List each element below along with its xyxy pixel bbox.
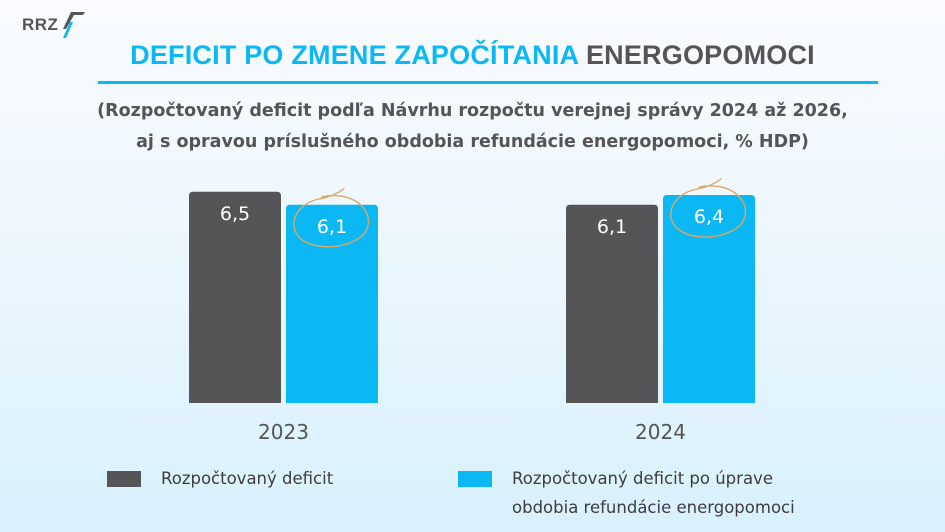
- rrz-slash-logo-icon: [63, 12, 86, 38]
- bar-value-label: 6,5: [220, 203, 250, 225]
- legend-item-adjusted: Rozpočtovaný deficit po úprave obdobia r…: [458, 464, 795, 522]
- legend-swatch-blue: [458, 471, 492, 487]
- page-title: DEFICIT PO ZMENE ZAPOČÍTANIA ENERGOPOMOC…: [0, 40, 945, 71]
- legend-item-budgeted: Rozpočtovaný deficit: [107, 464, 333, 493]
- bar-value-label: 6,1: [317, 216, 347, 238]
- category-label-2024: 2024: [635, 420, 686, 444]
- category-label-2023: 2023: [258, 420, 309, 444]
- subtitle-line-2: aj s opravou príslušného obdobia refundá…: [136, 132, 809, 152]
- legend-label: Rozpočtovaný deficit po úprave obdobia r…: [512, 464, 795, 522]
- title-rest: ENERGOPOMOCI: [585, 40, 815, 70]
- bar-2023-series-1: [189, 191, 281, 403]
- legend-label-line: Rozpočtovaný deficit: [161, 469, 334, 488]
- chart-subtitle: (Rozpočtovaný deficit podľa Návrhu rozpo…: [0, 96, 945, 158]
- title-highlight: DEFICIT PO ZMENE ZAPOČÍTANIA: [130, 40, 579, 70]
- highlight-circle: [670, 178, 747, 238]
- bar-2024-series-1: [566, 204, 658, 403]
- bar-value-label: 6,1: [597, 216, 627, 238]
- highlight-circle: [293, 188, 370, 248]
- subtitle-line-1: (Rozpočtovaný deficit podľa Návrhu rozpo…: [97, 101, 848, 121]
- bar-value-label: 6,4: [694, 206, 724, 228]
- legend-label-line: Rozpočtovaný deficit po úprave: [512, 469, 773, 488]
- legend-label-line: obdobia refundácie energopomoci: [512, 498, 795, 517]
- logo: RRZ: [22, 11, 87, 39]
- bar-2024-series-2: [663, 195, 755, 403]
- logo-text: RRZ: [22, 15, 59, 34]
- legend-label: Rozpočtovaný deficit: [161, 464, 333, 493]
- bar-2023-series-2: [286, 204, 378, 403]
- legend-swatch-dark: [107, 471, 141, 487]
- title-underline: [98, 81, 878, 84]
